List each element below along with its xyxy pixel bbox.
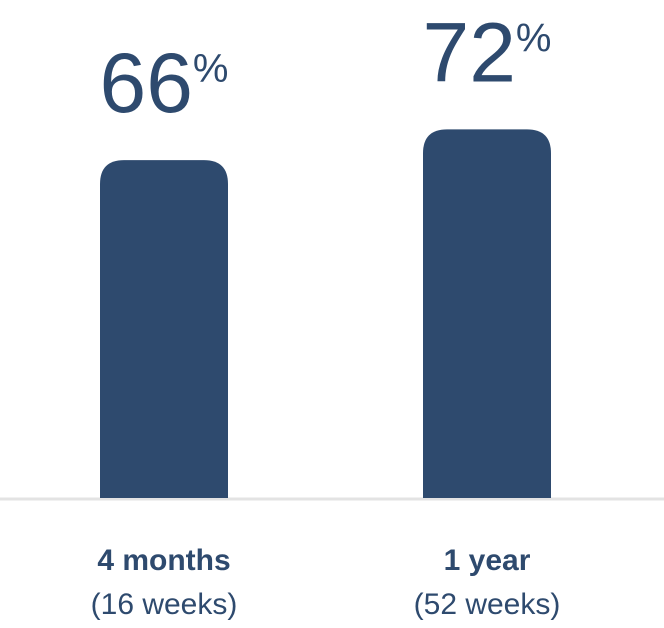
bar [423, 129, 551, 499]
x-tick-note: (16 weeks) [91, 588, 238, 621]
x-tick-label: 1 year [444, 544, 531, 577]
value-label: 66% [99, 36, 228, 130]
x-tick-note: (52 weeks) [414, 588, 561, 621]
value-label: 72% [422, 5, 551, 99]
x-tick-label: 4 months [97, 544, 230, 577]
bar [100, 160, 228, 498]
